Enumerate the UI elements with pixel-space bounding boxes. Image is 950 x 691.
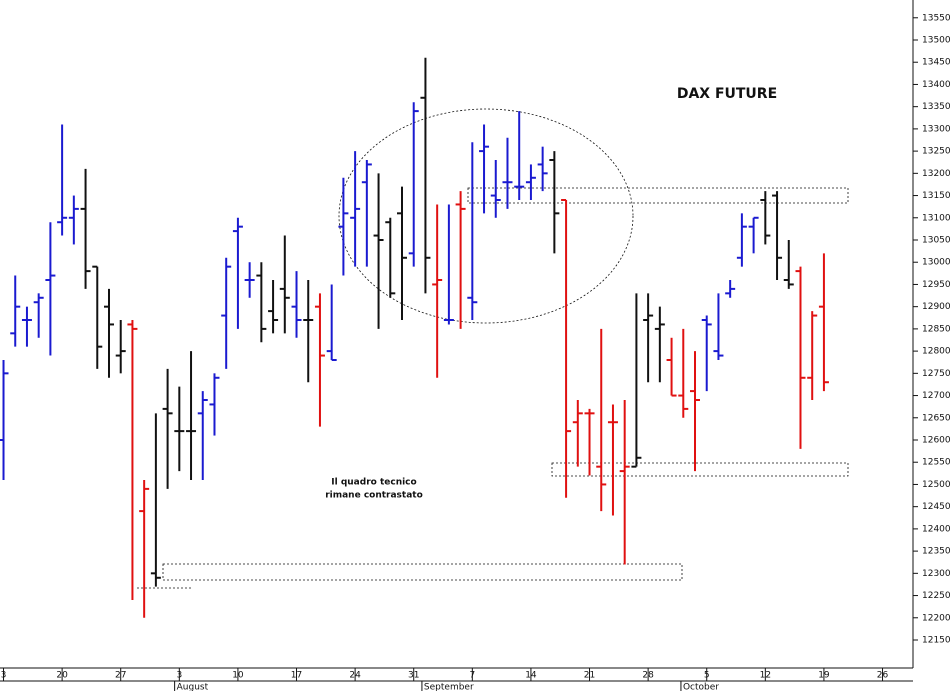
resistance-box xyxy=(467,187,849,204)
support-box xyxy=(162,563,683,581)
x-tick-label: 10 xyxy=(232,671,244,681)
x-tick-label: 19 xyxy=(818,671,830,681)
x-tick-label: 7 xyxy=(469,671,475,681)
annotation: rimane contrastato xyxy=(325,491,423,501)
month-label: September xyxy=(424,683,474,691)
y-tick-label: 12850 xyxy=(922,324,950,334)
x-tick-label: 3 xyxy=(176,671,182,681)
y-tick-label: 13200 xyxy=(922,169,950,179)
x-tick-label: 5 xyxy=(704,671,710,681)
y-tick-label: 13400 xyxy=(922,80,950,90)
y-tick-label: 12900 xyxy=(922,302,950,312)
y-tick-label: 12450 xyxy=(922,502,950,512)
x-tick-label: 12 xyxy=(760,671,771,681)
x-tick-label: 21 xyxy=(584,671,595,681)
y-tick-label: 12750 xyxy=(922,369,950,379)
y-tick-label: 12650 xyxy=(922,413,950,423)
x-tick-label: 17 xyxy=(291,671,302,681)
y-tick-label: 12150 xyxy=(922,636,950,646)
y-tick-label: 12600 xyxy=(922,436,950,446)
y-tick-label: 12300 xyxy=(922,569,950,579)
support-box xyxy=(551,462,849,477)
annotation: Il quadro tecnico xyxy=(331,478,416,488)
x-tick-label: 27 xyxy=(115,671,126,681)
y-tick-label: 13300 xyxy=(922,124,950,134)
y-tick-label: 13050 xyxy=(922,236,950,246)
x-tick-label: 3 xyxy=(1,671,7,681)
y-tick-label: 13000 xyxy=(922,258,950,268)
x-tick-label: 28 xyxy=(642,671,654,681)
y-tick-label: 12400 xyxy=(922,524,950,534)
y-tick-label: 12250 xyxy=(922,591,950,601)
y-tick-label: 13150 xyxy=(922,191,950,201)
month-label: August xyxy=(177,683,209,691)
y-tick-label: 12950 xyxy=(922,280,950,290)
x-tick-label: 20 xyxy=(56,671,68,681)
y-tick-label: 12200 xyxy=(922,613,950,623)
y-tick-label: 13250 xyxy=(922,147,950,157)
y-tick-label: 13100 xyxy=(922,213,950,223)
y-tick-label: 12550 xyxy=(922,458,950,468)
y-tick-label: 12700 xyxy=(922,391,950,401)
y-tick-label: 13550 xyxy=(922,13,950,23)
y-tick-label: 13450 xyxy=(922,58,950,68)
x-tick-label: 26 xyxy=(877,671,889,681)
y-tick-label: 13500 xyxy=(922,36,950,46)
x-tick-label: 31 xyxy=(408,671,419,681)
y-tick-label: 13350 xyxy=(922,102,950,112)
month-label: October xyxy=(683,683,719,691)
x-tick-label: 14 xyxy=(525,671,537,681)
x-tick-label: 24 xyxy=(349,671,361,681)
y-tick-label: 12800 xyxy=(922,347,950,357)
y-tick-label: 12350 xyxy=(922,547,950,557)
chart-title: DAX FUTURE xyxy=(677,86,777,102)
highlight-ellipse xyxy=(338,108,634,324)
y-tick-label: 12500 xyxy=(922,480,950,490)
